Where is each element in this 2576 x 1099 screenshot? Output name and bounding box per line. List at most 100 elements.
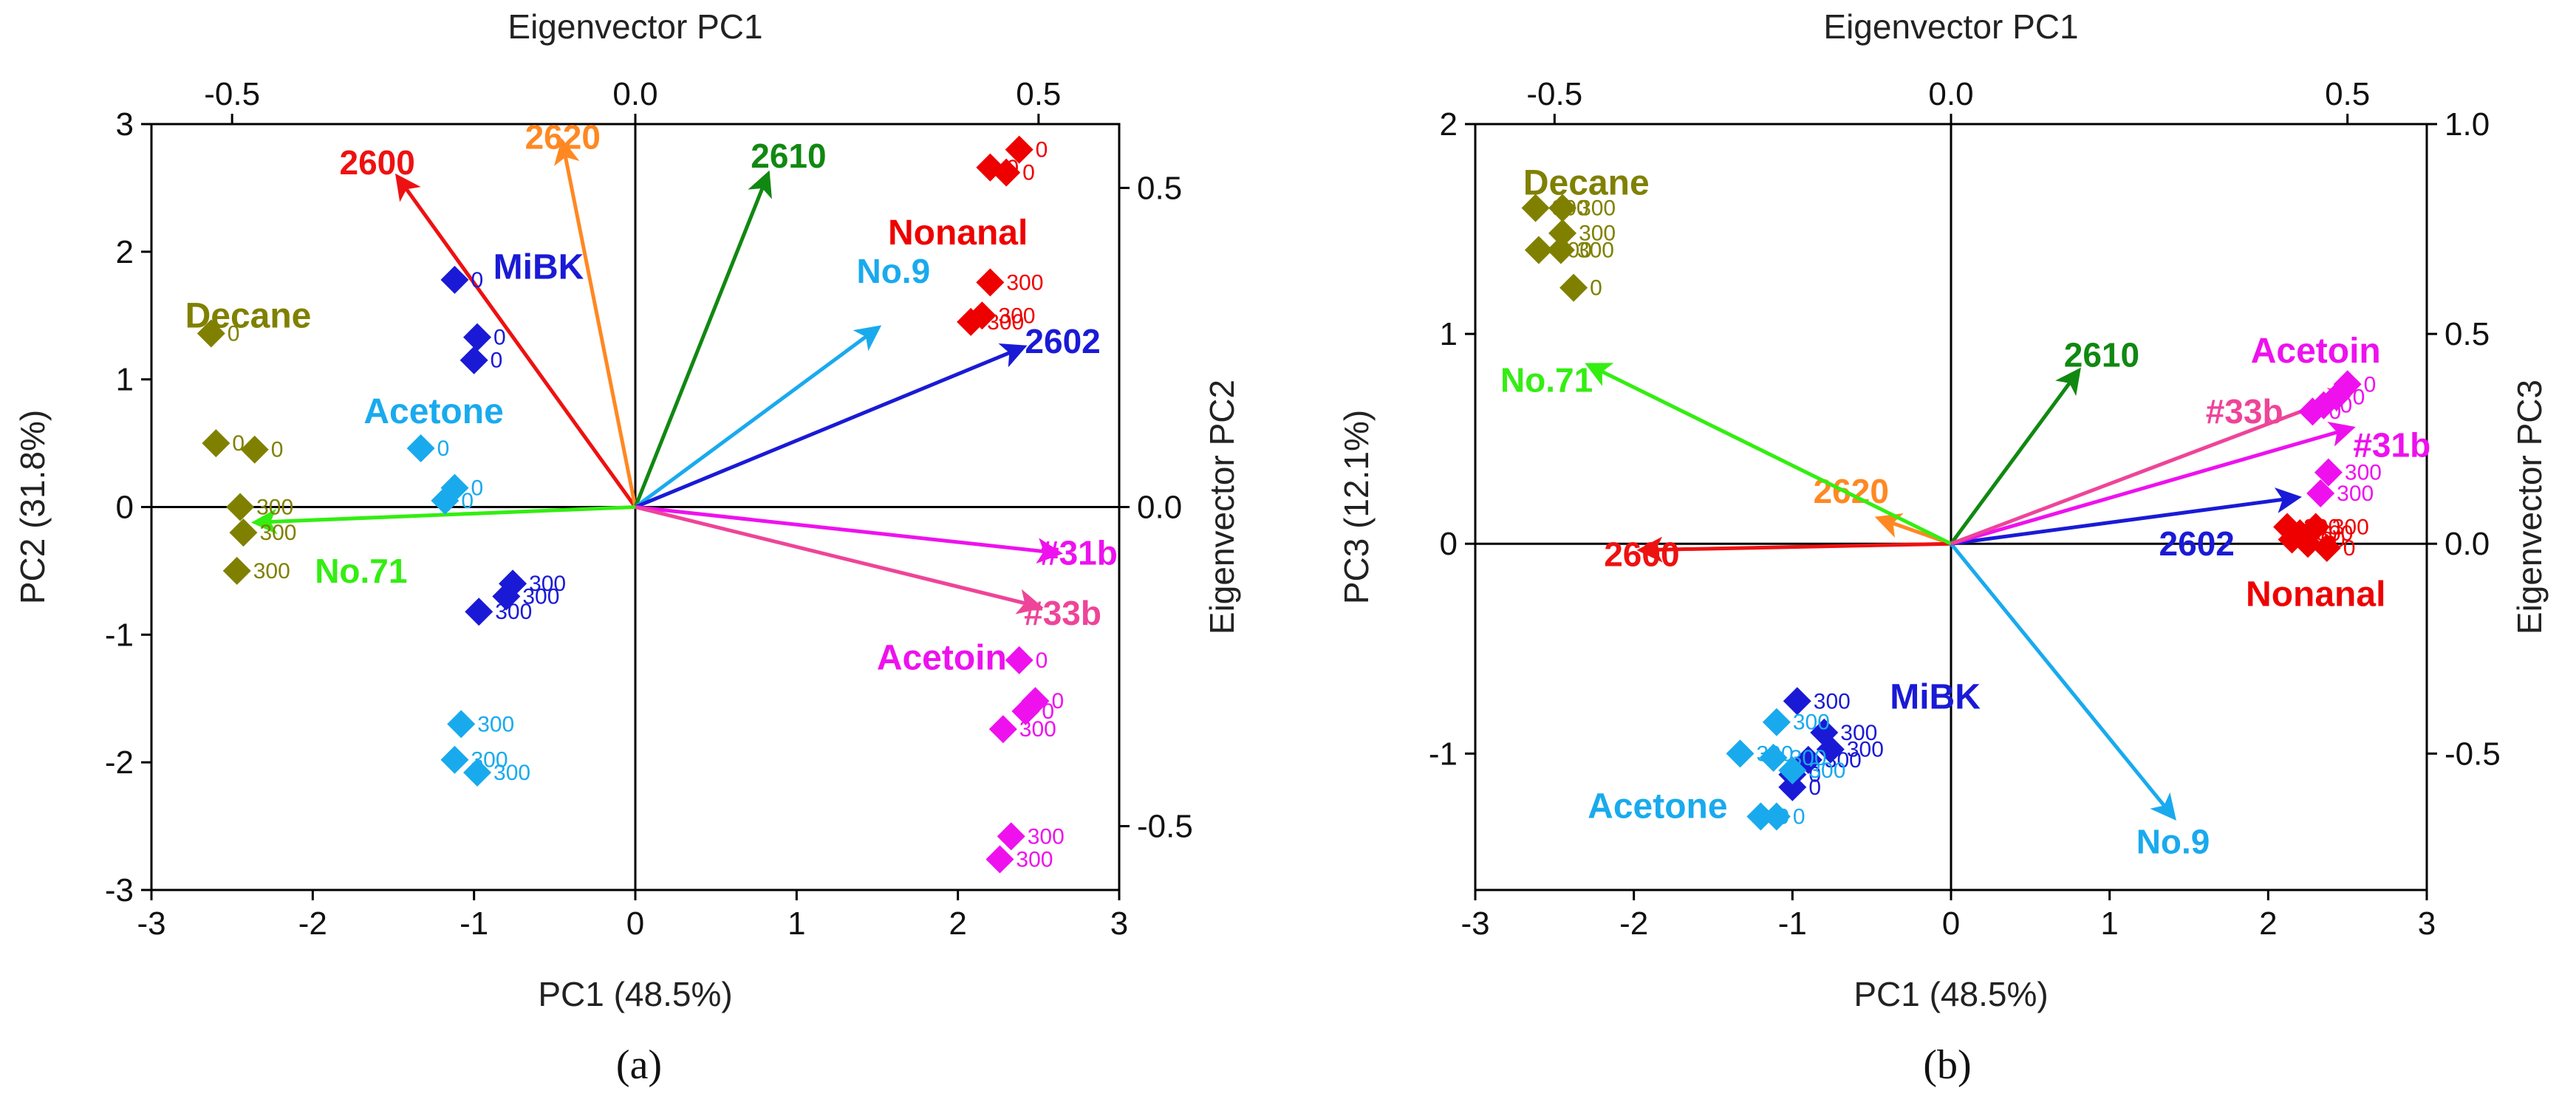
point-label: 0	[1036, 138, 1048, 162]
data-point-decane	[1559, 273, 1588, 302]
point-label: 0	[1036, 648, 1048, 673]
chart-panel-b: -3 -2 -1 0 1 2 3 -1 0 1 2 -0.5 0.0 0.5 -0.5 0.0 0.5 1.0 PC…	[1337, 7, 2549, 1088]
point-label: 0	[471, 268, 483, 292]
point-label: 300	[477, 712, 514, 736]
data-point-decane	[226, 493, 255, 521]
point-label: 300	[259, 521, 296, 545]
point-label: 300	[1577, 238, 1614, 262]
point-label: 300	[1016, 848, 1053, 872]
x-tick-label: 1	[788, 905, 805, 942]
data-point-mibk	[465, 598, 493, 626]
data-point-mibk	[440, 265, 469, 294]
data-point-mibk	[1783, 687, 1811, 716]
x-tick-label: -1	[1778, 905, 1807, 942]
y-tick-label: 0	[116, 490, 134, 526]
loading-arrow-no71	[250, 505, 636, 535]
data-point-mibk	[1816, 735, 1845, 764]
loading-label: 2600	[1604, 535, 1679, 573]
data-point-decane	[1548, 219, 1577, 247]
data-point-acetone	[440, 745, 469, 774]
x-tick-label: 2	[949, 905, 966, 942]
loading-arrow-31b	[1950, 421, 2356, 546]
x-tick-label: 2	[2259, 905, 2277, 942]
point-label: 300	[1579, 196, 1616, 221]
point-label: 300	[253, 559, 290, 583]
loading-arrow-2610	[1949, 367, 2081, 545]
point-label: 300	[1840, 721, 1877, 745]
x-tick-label: -2	[1619, 905, 1648, 942]
y-tick-label: 2	[116, 234, 134, 270]
point-label: 300	[1579, 222, 1616, 246]
right-axis-title: Eigenvector PC3	[2510, 380, 2549, 634]
y-tick-label: -1	[1429, 736, 1458, 772]
top-axis-title: Eigenvector PC1	[508, 7, 762, 46]
y-axis-title: PC3 (12.1%)	[1337, 410, 1376, 604]
data-point-acetoin	[997, 822, 1025, 851]
x-axis-title: PC1 (48.5%)	[538, 975, 732, 1013]
right-tick-label: -0.5	[2445, 736, 2501, 772]
data-point-acetoin	[2314, 458, 2343, 487]
y-axis-title: PC2 (31.8%)	[13, 410, 52, 604]
data-point-mibk	[1778, 773, 1807, 801]
x-tick-label: -2	[298, 905, 327, 942]
y-tick-label: 2	[1440, 106, 1458, 143]
group-label-nonanal: Nonanal	[888, 213, 1028, 253]
loading-label: #31b	[2353, 426, 2430, 465]
data-point-decane	[229, 518, 258, 547]
point-label: 0	[2340, 394, 2352, 418]
loading-label: No.9	[2136, 823, 2210, 861]
x-tick-label: 3	[1110, 905, 1128, 942]
loading-arrow-no71	[1585, 363, 1953, 546]
loading-arrow-2602	[635, 343, 1028, 509]
loading-arrow-33b	[1950, 388, 2356, 546]
data-point-nonanal	[2312, 533, 2341, 562]
data-point-acetoin	[985, 845, 1014, 874]
data-point-acetoin	[1005, 646, 1034, 674]
data-point-acetoin	[988, 715, 1017, 744]
data-point-acetone	[1759, 744, 1788, 773]
data-point-acetoin	[1011, 697, 1040, 726]
y-tick-label: 3	[116, 106, 134, 143]
y-tick-label: 1	[1440, 316, 1458, 352]
loading-label: No.9	[856, 252, 930, 290]
loading-label: 2600	[339, 143, 414, 182]
loading-label: No.71	[315, 552, 407, 590]
point-label: 300	[1793, 711, 1830, 735]
x-tick-label: -3	[137, 905, 165, 942]
point-label: 0	[1808, 776, 1821, 800]
x-tick-label: 0	[626, 905, 644, 942]
loading-label: 2620	[525, 117, 601, 156]
top-tick-label: 0.5	[2325, 76, 2370, 112]
y-tick-label: -1	[105, 617, 134, 653]
right-tick-label: 0.5	[1137, 170, 1182, 206]
point-label: 0	[2329, 400, 2341, 424]
right-axis-title: Eigenvector PC2	[1203, 380, 1241, 634]
point-label: 300	[1028, 824, 1065, 849]
data-point-acetone	[406, 434, 435, 462]
top-axis-title: Eigenvector PC1	[1823, 7, 2078, 46]
data-point-acetone	[1746, 802, 1775, 831]
point-label: 0	[491, 349, 503, 373]
point-label: 300	[1019, 717, 1056, 742]
group-label-mibk: MiBK	[493, 248, 584, 287]
point-label: 300	[493, 761, 530, 785]
panel-label: (a)	[616, 1042, 662, 1088]
x-tick-label: 3	[2418, 905, 2436, 942]
data-point-decane	[1521, 194, 1550, 222]
loading-arrow-31b	[635, 505, 1063, 564]
y-tick-label: 0	[1440, 526, 1458, 562]
right-tick-label: 0.0	[1137, 490, 1182, 526]
y-tick-label: 1	[116, 362, 134, 398]
group-label-acetoin: Acetoin	[2251, 332, 2381, 371]
point-label: 0	[437, 436, 450, 461]
loading-arrow-2600	[1636, 536, 1952, 563]
point-label: 300	[2345, 461, 2382, 485]
point-label: 0	[2364, 372, 2377, 397]
x-tick-label: 1	[2100, 905, 2118, 942]
right-tick-label: 0.5	[2445, 316, 2490, 352]
data-point-nonanal	[1005, 135, 1034, 164]
loading-label: 2602	[1025, 322, 1100, 360]
point-label: 300	[522, 584, 559, 609]
data-point-decane	[240, 435, 269, 464]
point-label: 0	[2343, 536, 2356, 561]
